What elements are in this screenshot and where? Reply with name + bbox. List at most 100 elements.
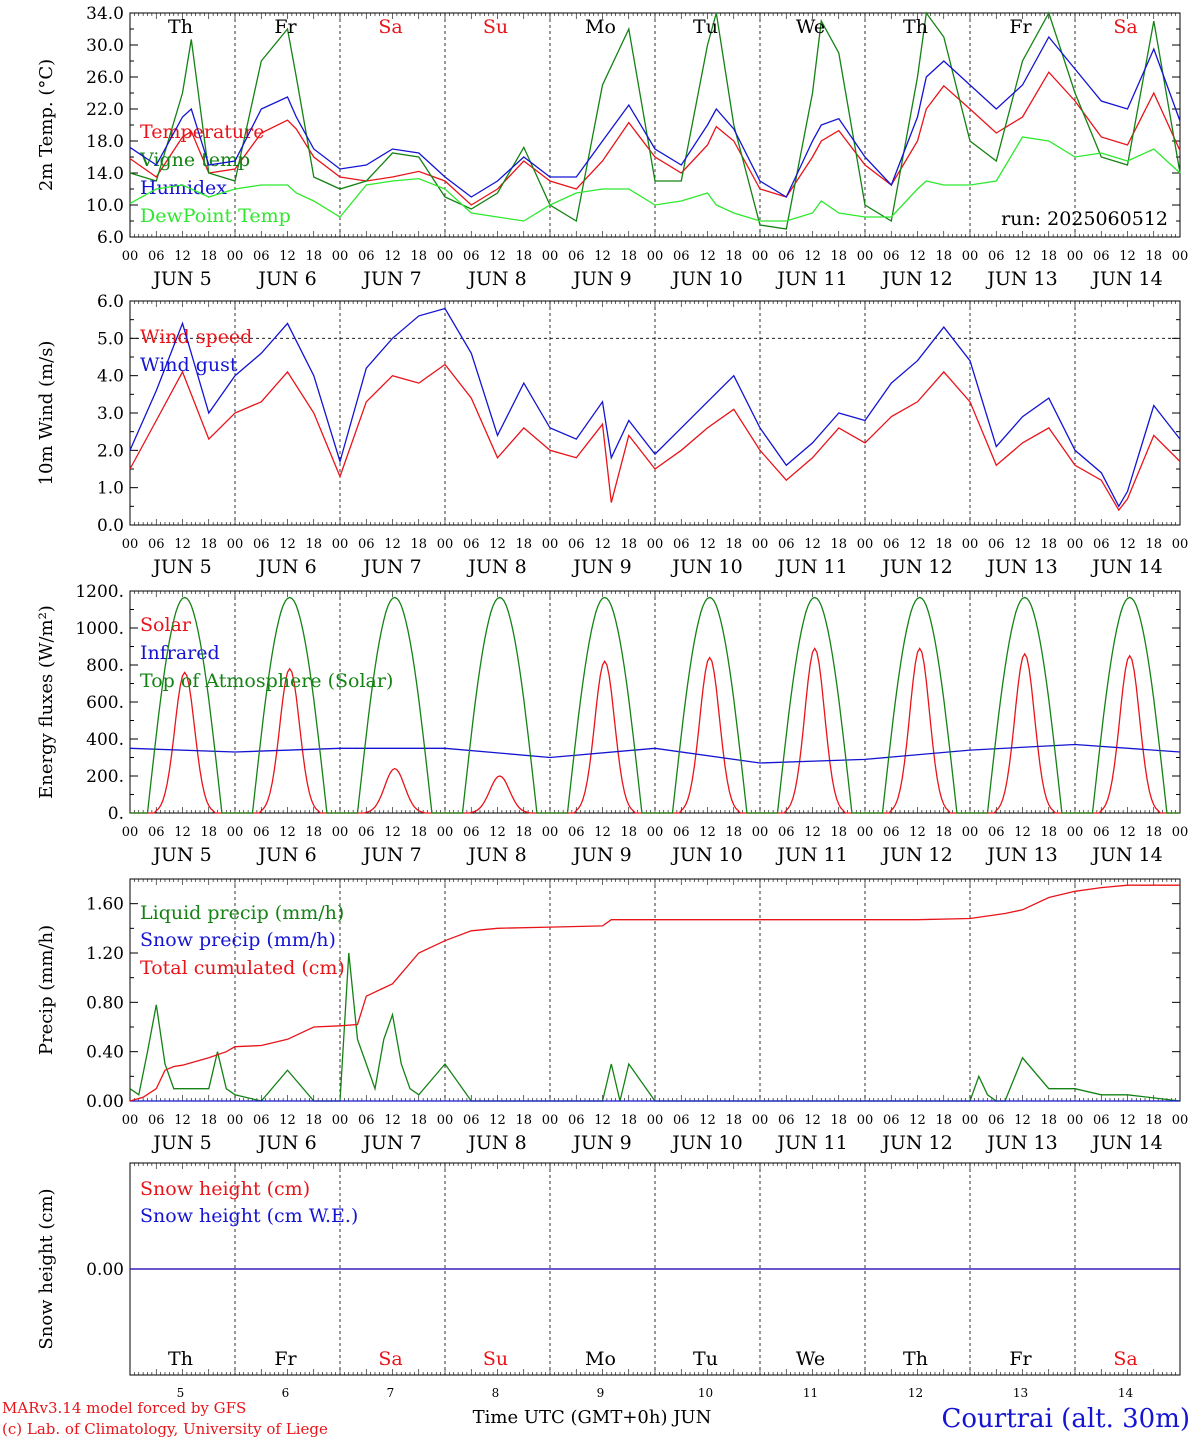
x-hour-label: 12: [594, 249, 611, 264]
x-hour-label: 06: [778, 825, 795, 840]
x-hour-label: 00: [752, 249, 769, 264]
x-date-label: JUN 12: [880, 1132, 952, 1154]
x-hour-label: 18: [200, 537, 217, 552]
x-hour-label: 12: [384, 249, 401, 264]
panel-5: 0.00 Snow height (cm) Snow height (cm) Snow…: [36, 1162, 1181, 1400]
x-hour-label: 12: [174, 537, 191, 552]
x-date-label: JUN 8: [466, 844, 526, 866]
x-hour-label: 00: [1172, 825, 1189, 840]
x-date-label: JUN 6: [256, 556, 316, 578]
x-date-label: JUN 10: [670, 556, 742, 578]
x-date-number: 8: [492, 1386, 500, 1400]
x-hour-label: 18: [1040, 537, 1057, 552]
x-hour-label: 00: [227, 1113, 244, 1128]
x-date-label: JUN 6: [256, 268, 316, 290]
legend-entry: Solar: [140, 614, 192, 636]
x-hour-label: 06: [358, 825, 375, 840]
series-line: [130, 596, 1180, 814]
legend-entry: Humidex: [140, 177, 227, 199]
x-hour-label: 06: [253, 825, 270, 840]
y-tick-label: 0.00: [86, 1260, 124, 1280]
x-hour-label: 00: [542, 249, 559, 264]
x-hour-label: 06: [778, 249, 795, 264]
x-hour-label: 12: [594, 537, 611, 552]
x-date-label: JUN 9: [571, 268, 631, 290]
x-hour-label: 18: [200, 1113, 217, 1128]
x-hour-label: 00: [122, 1113, 139, 1128]
x-hour-label: 12: [1119, 1113, 1136, 1128]
x-hour-label: 12: [804, 1113, 821, 1128]
x-hour-label: 12: [489, 249, 506, 264]
x-date-label: JUN 8: [466, 268, 526, 290]
y-tick-label: 30.0: [86, 36, 124, 56]
x-hour-label: 00: [857, 1113, 874, 1128]
x-hour-label: 12: [174, 1113, 191, 1128]
x-hour-label: 12: [804, 249, 821, 264]
legend-entry: DewPoint Temp: [140, 205, 291, 227]
x-hour-label: 18: [410, 249, 427, 264]
y-tick-label: 1200.: [75, 582, 124, 602]
x-hour-label: 12: [699, 537, 716, 552]
x-hour-label: 00: [857, 825, 874, 840]
legend-entry: Wind speed: [140, 326, 252, 348]
x-hour-label: 18: [725, 249, 742, 264]
series-line: [129, 71, 1181, 206]
y-axis-label: Precip (mm/h): [36, 925, 57, 1055]
x-hour-label: 00: [437, 249, 454, 264]
x-date-label: JUN 9: [571, 844, 631, 866]
x-hour-label: 12: [384, 825, 401, 840]
x-hour-label: 06: [883, 1113, 900, 1128]
series-line: [129, 363, 1181, 512]
y-tick-label: 1.60: [86, 895, 124, 915]
x-hour-label: 18: [410, 537, 427, 552]
x-hour-label: 06: [988, 537, 1005, 552]
x-hour-label: 06: [358, 1113, 375, 1128]
x-date-label: JUN 9: [571, 556, 631, 578]
x-date-label: JUN 5: [151, 844, 211, 866]
x-hour-label: 06: [883, 537, 900, 552]
footer-station: Courtrai (alt. 30m): [942, 1404, 1191, 1434]
x-hour-label: 06: [673, 249, 690, 264]
x-hour-label: 18: [515, 537, 532, 552]
x-hour-label: 06: [358, 537, 375, 552]
x-hour-label: 00: [542, 825, 559, 840]
y-tick-label: 10.0: [86, 196, 124, 216]
x-date-label: JUN 7: [361, 1132, 421, 1154]
x-date-label: JUN 5: [151, 268, 211, 290]
panel-3: 0. 200. 400. 600. 800. 1000. 1200. Energy fluxe…: [36, 582, 1188, 866]
y-tick-label: 6.0: [97, 228, 124, 248]
panel-4: 0.00 0.40 0.80 1.20 1.60 Precip (mm/h) Liquid …: [36, 878, 1188, 1154]
x-hour-label: 12: [1014, 249, 1031, 264]
x-hour-label: 06: [883, 249, 900, 264]
series-line: [129, 35, 1181, 198]
x-hour-label: 06: [778, 1113, 795, 1128]
x-date-label: JUN 7: [361, 556, 421, 578]
x-hour-label: 00: [1067, 537, 1084, 552]
x-hour-label: 00: [122, 537, 139, 552]
legend-entry: Total cumulated (cm): [140, 957, 345, 979]
x-date-label: JUN 10: [670, 844, 742, 866]
x-hour-label: 00: [647, 537, 664, 552]
y-axis-label: 10m Wind (m/s): [36, 341, 57, 486]
x-hour-label: 06: [1093, 249, 1110, 264]
panel-2: 0.0 1.0 2.0 3.0 4.0 5.0 6.0 10m Wind (m/s) Wind …: [36, 292, 1188, 578]
y-tick-label: 18.0: [86, 132, 124, 152]
panel-1: 6.0 10.0 14.0 18.0 22.0 26.0 30.0 34.0 2m Temp. …: [36, 4, 1188, 290]
x-hour-label: 12: [489, 825, 506, 840]
x-hour-label: 12: [699, 249, 716, 264]
x-hour-label: 06: [883, 825, 900, 840]
legend-entry: Liquid precip (mm/h): [140, 902, 344, 924]
x-date-number: 11: [803, 1386, 818, 1400]
y-tick-label: 800.: [86, 656, 124, 676]
day-name: Th: [168, 1348, 193, 1370]
x-hour-label: 00: [122, 825, 139, 840]
x-hour-label: 12: [489, 537, 506, 552]
x-hour-label: 18: [725, 825, 742, 840]
y-tick-label: 200.: [86, 767, 124, 787]
x-hour-label: 18: [830, 249, 847, 264]
x-date-label: JUN 10: [670, 268, 742, 290]
series-line: [129, 884, 1180, 1102]
x-hour-label: 12: [594, 1113, 611, 1128]
x-hour-label: 00: [857, 249, 874, 264]
x-hour-label: 00: [1172, 249, 1189, 264]
